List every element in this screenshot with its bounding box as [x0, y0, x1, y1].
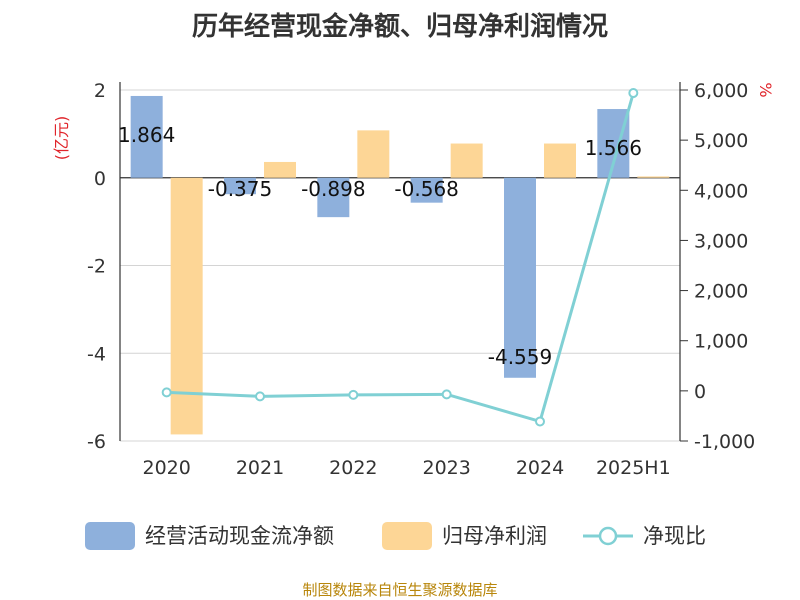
bar-value-label: 1.864: [118, 123, 175, 147]
gridlines: [120, 89, 680, 442]
y-left-tick-label: -2: [87, 256, 106, 278]
ratio-point: [161, 387, 172, 398]
bar-net-profit: [544, 143, 576, 178]
x-tick-label: 2024: [516, 457, 564, 479]
ratio-line-layer: [161, 88, 639, 427]
bar-value-label: 1.566: [585, 136, 642, 160]
bar-net-profit: [357, 130, 390, 178]
legend-swatch-net-profit: [382, 522, 432, 550]
y-right-tick-label: 3,000: [694, 230, 748, 252]
y-left-tick-label: 0: [94, 168, 106, 190]
x-tick-label: 2025H1: [596, 457, 671, 479]
y-left-tick-label: 2: [94, 80, 106, 102]
legend-label-ratio: 净现比: [643, 524, 706, 548]
bar-operating-cash: [130, 95, 163, 178]
y-right-tick-label: 1,000: [694, 331, 748, 353]
x-tick-label: 2023: [422, 457, 470, 479]
legend: 经营活动现金流净额 归母净利润 净现比: [85, 522, 706, 550]
ratio-point: [348, 389, 359, 400]
x-tick-label: 2022: [329, 457, 377, 479]
x-tick-label: 2021: [236, 457, 284, 479]
bar-value-label: -4.559: [488, 345, 552, 369]
chart-title: 历年经营现金净额、归母净利润情况: [191, 12, 608, 42]
bar-net-profit: [637, 176, 670, 178]
bar-operating-cash: [224, 177, 256, 195]
bar-net-profit: [170, 177, 203, 435]
legend-label-operating-cash: 经营活动现金流净额: [145, 524, 334, 548]
right-axis-unit: %: [756, 82, 775, 97]
y-left-tick-label: -4: [87, 343, 106, 365]
bar-operating-cash: [317, 177, 350, 218]
bar-operating-cash: [410, 177, 443, 203]
y-right-tick-label: 5,000: [694, 130, 748, 152]
axes-layer: 2 0 -2 -4 -6 6,000 5,000 4,000 3,000 2,000 1,000 0 -…: [87, 80, 755, 479]
source-note: 制图数据来自恒生聚源数据库: [302, 581, 498, 599]
y-right-tick-label: -1,000: [694, 431, 755, 453]
bar-value-label: -0.568: [394, 177, 458, 201]
bar-net-profit: [264, 161, 296, 178]
data-labels-layer: 1.864 -0.375 -0.898 -0.568 -4.559 1.566: [118, 123, 642, 369]
y-left-tick-label: -6: [87, 431, 106, 453]
ratio-point: [255, 391, 265, 402]
ratio-point: [535, 416, 545, 427]
ratio-line: [166, 92, 635, 424]
legend-label-net-profit: 归母净利润: [442, 524, 547, 548]
x-tick-label: 2020: [142, 457, 190, 479]
y-right-tick-label: 6,000: [694, 80, 748, 102]
ratio-point: [628, 88, 639, 99]
bar-value-label: -0.898: [301, 177, 365, 201]
y-right-tick-label: 0: [694, 381, 706, 403]
bar-operating-cash: [504, 177, 536, 378]
y-right-tick-label: 2,000: [694, 281, 748, 303]
bars-layer: [130, 95, 670, 435]
bar-value-label: -0.375: [208, 177, 272, 201]
left-axis-unit: (亿元): [52, 116, 71, 161]
legend-swatch-ratio-marker: [598, 526, 618, 546]
legend-swatch-operating-cash: [85, 522, 135, 550]
y-right-tick-label: 4,000: [694, 180, 748, 202]
bar-net-profit: [450, 143, 483, 178]
ratio-point: [441, 389, 452, 400]
